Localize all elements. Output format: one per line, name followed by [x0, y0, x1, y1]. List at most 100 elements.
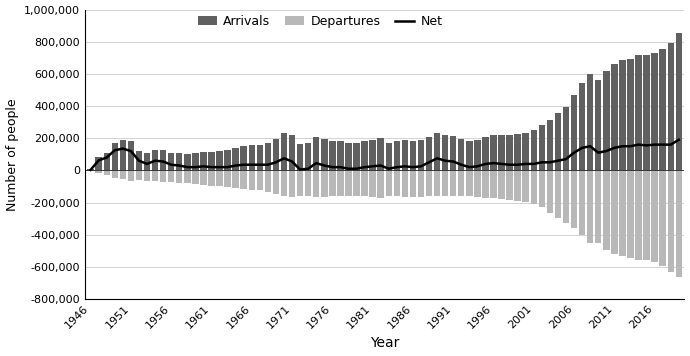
Bar [119, 140, 126, 171]
Net [408, 165, 417, 169]
Bar [297, 171, 304, 196]
Bar [506, 135, 513, 171]
Bar [417, 171, 424, 197]
Bar [265, 143, 271, 171]
Bar [498, 171, 505, 199]
Bar [498, 135, 505, 171]
Bar [410, 141, 416, 171]
Bar [313, 171, 319, 197]
Net [86, 168, 95, 172]
Bar [466, 141, 473, 171]
Bar [595, 171, 602, 243]
Bar [546, 171, 553, 213]
Bar [539, 125, 545, 171]
Bar [152, 171, 158, 181]
Bar [651, 171, 658, 262]
Bar [216, 171, 223, 187]
Bar [192, 153, 199, 171]
Bar [522, 132, 529, 171]
Bar [386, 171, 392, 196]
Bar [184, 171, 190, 183]
Bar [377, 138, 384, 171]
Bar [192, 171, 199, 184]
Bar [563, 171, 569, 222]
Bar [248, 171, 255, 190]
Bar [104, 171, 110, 175]
Bar [515, 171, 521, 201]
Bar [539, 171, 545, 207]
Bar [676, 33, 682, 171]
Bar [603, 171, 609, 250]
Bar [208, 171, 215, 185]
Bar [297, 144, 304, 171]
Bar [224, 171, 231, 187]
Bar [571, 171, 578, 228]
Bar [393, 141, 400, 171]
Bar [491, 171, 497, 199]
Legend: Arrivals, Departures, Net: Arrivals, Departures, Net [193, 10, 447, 33]
Bar [442, 135, 448, 171]
Bar [667, 42, 674, 171]
Bar [417, 140, 424, 171]
Bar [434, 171, 440, 196]
Bar [643, 56, 650, 171]
Bar [257, 171, 263, 190]
Y-axis label: Number of people: Number of people [6, 98, 19, 211]
Bar [667, 171, 674, 272]
Bar [643, 171, 650, 260]
X-axis label: Year: Year [370, 336, 400, 350]
Bar [321, 171, 328, 197]
Bar [248, 145, 255, 171]
Bar [555, 113, 561, 171]
Bar [506, 171, 513, 200]
Bar [128, 171, 134, 181]
Bar [289, 135, 295, 171]
Bar [353, 143, 359, 171]
Bar [168, 171, 175, 182]
Bar [224, 150, 231, 171]
Bar [563, 107, 569, 171]
Bar [627, 171, 633, 258]
Bar [128, 141, 134, 171]
Bar [152, 150, 158, 171]
Bar [144, 171, 150, 181]
Bar [531, 130, 537, 171]
Bar [571, 95, 578, 171]
Bar [233, 171, 239, 188]
Bar [579, 83, 585, 171]
Bar [88, 169, 94, 171]
Bar [442, 171, 448, 196]
Bar [434, 132, 440, 171]
Bar [393, 171, 400, 196]
Bar [369, 171, 376, 197]
Bar [362, 141, 368, 171]
Bar [676, 171, 682, 277]
Bar [305, 143, 311, 171]
Bar [491, 135, 497, 171]
Bar [555, 171, 561, 218]
Bar [305, 171, 311, 196]
Net [675, 138, 683, 142]
Bar [450, 136, 456, 171]
Bar [611, 171, 618, 254]
Bar [450, 171, 456, 196]
Bar [353, 171, 359, 196]
Bar [208, 152, 215, 171]
Bar [482, 137, 489, 171]
Net [215, 165, 224, 169]
Bar [95, 171, 102, 173]
Bar [200, 152, 206, 171]
Bar [281, 171, 287, 196]
Bar [329, 141, 335, 171]
Bar [337, 141, 344, 171]
Bar [144, 153, 150, 171]
Bar [603, 72, 609, 171]
Net [618, 144, 627, 148]
Bar [651, 53, 658, 171]
Bar [216, 151, 223, 171]
Bar [410, 171, 416, 197]
Bar [619, 171, 626, 256]
Bar [482, 171, 489, 198]
Net [207, 165, 215, 169]
Bar [273, 171, 279, 194]
